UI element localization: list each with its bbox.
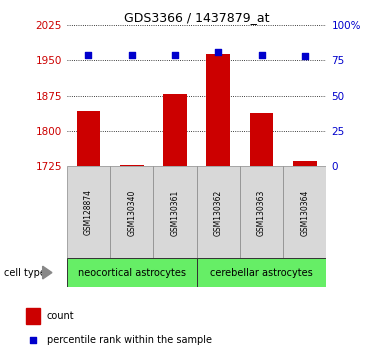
Bar xyxy=(283,166,326,258)
Bar xyxy=(67,258,197,287)
Bar xyxy=(76,111,100,166)
Text: cerebellar astrocytes: cerebellar astrocytes xyxy=(210,268,313,278)
Bar xyxy=(197,166,240,258)
Text: cell type: cell type xyxy=(4,268,46,278)
Text: neocortical astrocytes: neocortical astrocytes xyxy=(78,268,186,278)
Bar xyxy=(110,166,153,258)
Bar xyxy=(250,113,273,166)
Text: count: count xyxy=(47,311,74,321)
Point xyxy=(215,49,221,55)
Point xyxy=(85,52,91,57)
Text: GSM130362: GSM130362 xyxy=(214,189,223,235)
Text: GSM130361: GSM130361 xyxy=(171,189,180,235)
Bar xyxy=(153,166,197,258)
Bar xyxy=(240,166,283,258)
Title: GDS3366 / 1437879_at: GDS3366 / 1437879_at xyxy=(124,11,269,24)
Bar xyxy=(206,54,230,166)
Point xyxy=(302,53,308,59)
Text: percentile rank within the sample: percentile rank within the sample xyxy=(47,335,212,346)
Point xyxy=(259,52,265,57)
Bar xyxy=(26,308,40,324)
Text: GSM130364: GSM130364 xyxy=(301,189,309,236)
Bar xyxy=(67,166,110,258)
Point xyxy=(172,52,178,57)
Bar xyxy=(163,94,187,166)
Text: GSM130340: GSM130340 xyxy=(127,189,136,236)
Point xyxy=(129,52,135,57)
Bar xyxy=(120,165,144,166)
Text: GSM128874: GSM128874 xyxy=(84,189,93,235)
Bar xyxy=(293,161,317,166)
Bar xyxy=(197,258,326,287)
Point xyxy=(30,337,36,343)
Text: GSM130363: GSM130363 xyxy=(257,189,266,236)
